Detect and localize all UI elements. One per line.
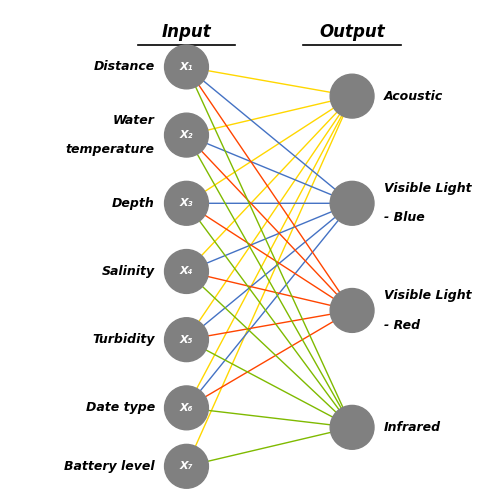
Text: Visible Light: Visible Light xyxy=(384,289,471,302)
Circle shape xyxy=(164,318,208,361)
Circle shape xyxy=(330,74,374,118)
Circle shape xyxy=(164,386,208,430)
Text: - Blue: - Blue xyxy=(384,211,425,224)
Text: X₇: X₇ xyxy=(180,461,193,471)
Circle shape xyxy=(164,445,208,488)
Circle shape xyxy=(330,405,374,449)
Text: X₂: X₂ xyxy=(180,130,193,140)
Text: X₆: X₆ xyxy=(180,403,193,413)
Text: X₅: X₅ xyxy=(180,335,193,345)
Text: - Red: - Red xyxy=(384,319,420,332)
Text: Visible Light: Visible Light xyxy=(384,182,471,195)
Circle shape xyxy=(330,288,374,332)
Text: Input: Input xyxy=(161,23,211,41)
Text: Battery level: Battery level xyxy=(64,460,155,473)
Text: Water: Water xyxy=(113,114,155,127)
Circle shape xyxy=(164,45,208,89)
Circle shape xyxy=(164,249,208,293)
Text: temperature: temperature xyxy=(66,143,155,156)
Text: Output: Output xyxy=(319,23,385,41)
Text: Infrared: Infrared xyxy=(384,421,441,434)
Text: Acoustic: Acoustic xyxy=(384,90,443,103)
Text: X₄: X₄ xyxy=(180,267,193,277)
Text: Date type: Date type xyxy=(86,401,155,414)
Circle shape xyxy=(164,113,208,157)
Text: X₁: X₁ xyxy=(180,62,193,72)
Text: Turbidity: Turbidity xyxy=(93,333,155,346)
Circle shape xyxy=(164,181,208,225)
Text: Salinity: Salinity xyxy=(101,265,155,278)
Circle shape xyxy=(330,181,374,225)
Text: Depth: Depth xyxy=(112,197,155,210)
Text: X₃: X₃ xyxy=(180,198,193,208)
Text: Distance: Distance xyxy=(94,60,155,74)
